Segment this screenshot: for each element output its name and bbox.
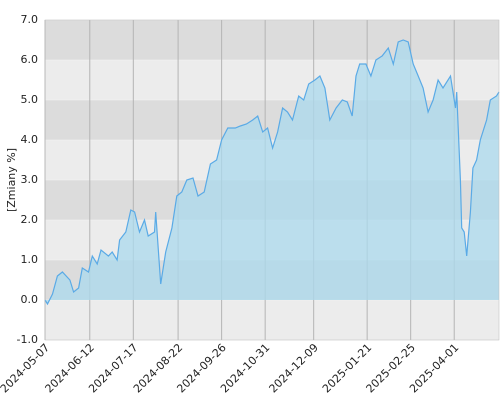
area [45, 40, 499, 304]
y-tick-label: 0.0 [21, 293, 39, 306]
plot-band [45, 60, 499, 100]
y-tick-label: 4.0 [21, 133, 39, 146]
x-tick-label: 2024-12-09 [267, 341, 321, 395]
y-tick-label: 2.0 [21, 213, 39, 226]
line [44, 39, 500, 306]
y-tick-label: 5.0 [21, 93, 39, 106]
y-tick-label: 3.0 [21, 173, 39, 186]
y-tick-label: -1.0 [17, 333, 38, 346]
plot-band [45, 20, 499, 60]
y-tick-label: 6.0 [21, 53, 39, 66]
y-tick-label: 7.0 [21, 13, 39, 26]
plot-frame [44, 19, 500, 341]
y-axis-label: [Zmiany %] [5, 148, 18, 212]
plot-band [45, 300, 499, 340]
y-tick-label: 1.0 [21, 253, 39, 266]
